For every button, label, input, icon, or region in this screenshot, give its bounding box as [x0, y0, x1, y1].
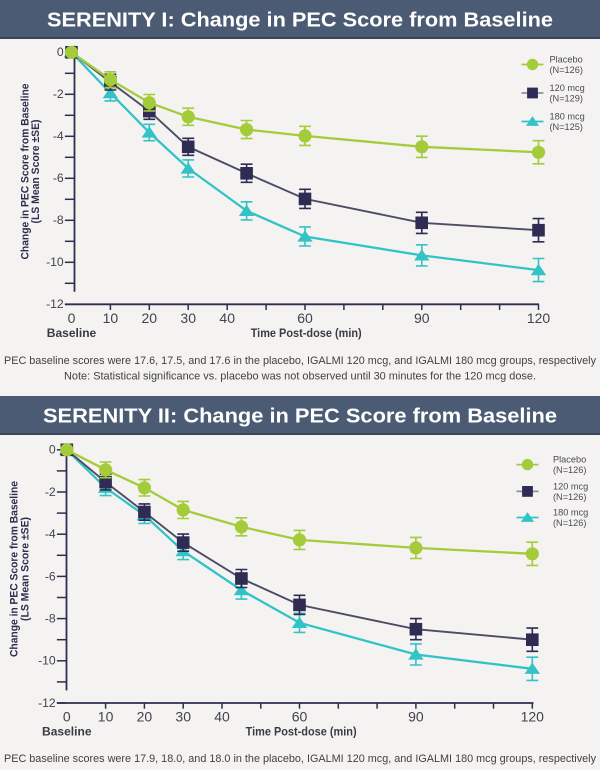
- svg-text:90: 90: [408, 709, 424, 725]
- svg-text:10: 10: [103, 310, 119, 326]
- svg-text:-2: -2: [53, 87, 64, 101]
- svg-text:0: 0: [68, 310, 76, 326]
- svg-text:180 mcg: 180 mcg: [550, 112, 585, 122]
- svg-text:(N=126): (N=126): [553, 518, 586, 528]
- svg-text:(LS Mean Score ±SE): (LS Mean Score ±SE): [30, 119, 42, 223]
- svg-text:60: 60: [297, 310, 313, 326]
- svg-text:30: 30: [175, 709, 191, 725]
- svg-text:-12: -12: [38, 696, 56, 710]
- svg-text:90: 90: [414, 310, 430, 326]
- svg-text:Time Post-dose (min): Time Post-dose (min): [251, 326, 362, 340]
- svg-text:SERENITY I: Change in PEC Scor: SERENITY I: Change in PEC Score from Bas…: [47, 8, 553, 31]
- svg-text:40: 40: [214, 709, 230, 725]
- svg-text:(LS Mean Score ±SE): (LS Mean Score ±SE): [20, 517, 32, 621]
- svg-text:Placebo: Placebo: [550, 55, 583, 65]
- svg-text:Change in PEC Score from Basel: Change in PEC Score from Baseline: [20, 84, 32, 260]
- svg-text:(N=126): (N=126): [553, 465, 586, 475]
- svg-text:30: 30: [180, 310, 196, 326]
- svg-text:60: 60: [292, 709, 308, 725]
- svg-text:-2: -2: [45, 485, 56, 499]
- svg-text:0: 0: [49, 443, 56, 457]
- svg-text:(N=126): (N=126): [550, 65, 583, 75]
- svg-text:-6: -6: [45, 569, 56, 583]
- svg-text:0: 0: [57, 45, 64, 59]
- svg-text:(N=129): (N=129): [550, 94, 583, 104]
- svg-text:-10: -10: [46, 255, 64, 269]
- svg-text:Note: Statistical significance: Note: Statistical significance vs. place…: [64, 371, 536, 383]
- svg-text:Baseline: Baseline: [42, 725, 92, 739]
- svg-text:20: 20: [137, 709, 153, 725]
- svg-text:-6: -6: [53, 171, 64, 185]
- svg-text:-8: -8: [45, 612, 56, 626]
- svg-text:120 mcg: 120 mcg: [553, 481, 588, 491]
- svg-text:180 mcg: 180 mcg: [553, 508, 588, 518]
- svg-text:40: 40: [219, 310, 235, 326]
- svg-text:10: 10: [98, 709, 114, 725]
- svg-text:-4: -4: [53, 129, 64, 143]
- svg-text:-8: -8: [53, 213, 64, 227]
- svg-text:(N=126): (N=126): [553, 492, 586, 502]
- svg-text:Time Post-dose (min): Time Post-dose (min): [246, 725, 357, 739]
- svg-text:(N=125): (N=125): [550, 122, 583, 132]
- svg-text:Baseline: Baseline: [47, 326, 97, 340]
- svg-text:-12: -12: [46, 297, 64, 311]
- svg-text:120 mcg: 120 mcg: [550, 83, 585, 93]
- svg-text:SERENITY II: Change in PEC Sco: SERENITY II: Change in PEC Score from Ba…: [43, 404, 557, 427]
- svg-text:Placebo: Placebo: [553, 455, 586, 465]
- svg-text:20: 20: [142, 310, 158, 326]
- svg-text:120: 120: [527, 310, 551, 326]
- svg-text:Change in PEC Score from Basel: Change in PEC Score from Baseline: [8, 481, 20, 657]
- svg-text:120: 120: [521, 709, 545, 725]
- svg-text:-10: -10: [38, 654, 56, 668]
- svg-text:PEC baseline scores were 17.9,: PEC baseline scores were 17.9, 18.0, and…: [4, 753, 597, 765]
- svg-text:-4: -4: [45, 527, 56, 541]
- svg-text:PEC baseline scores were 17.6,: PEC baseline scores were 17.6, 17.5, and…: [4, 355, 597, 367]
- svg-text:0: 0: [63, 709, 71, 725]
